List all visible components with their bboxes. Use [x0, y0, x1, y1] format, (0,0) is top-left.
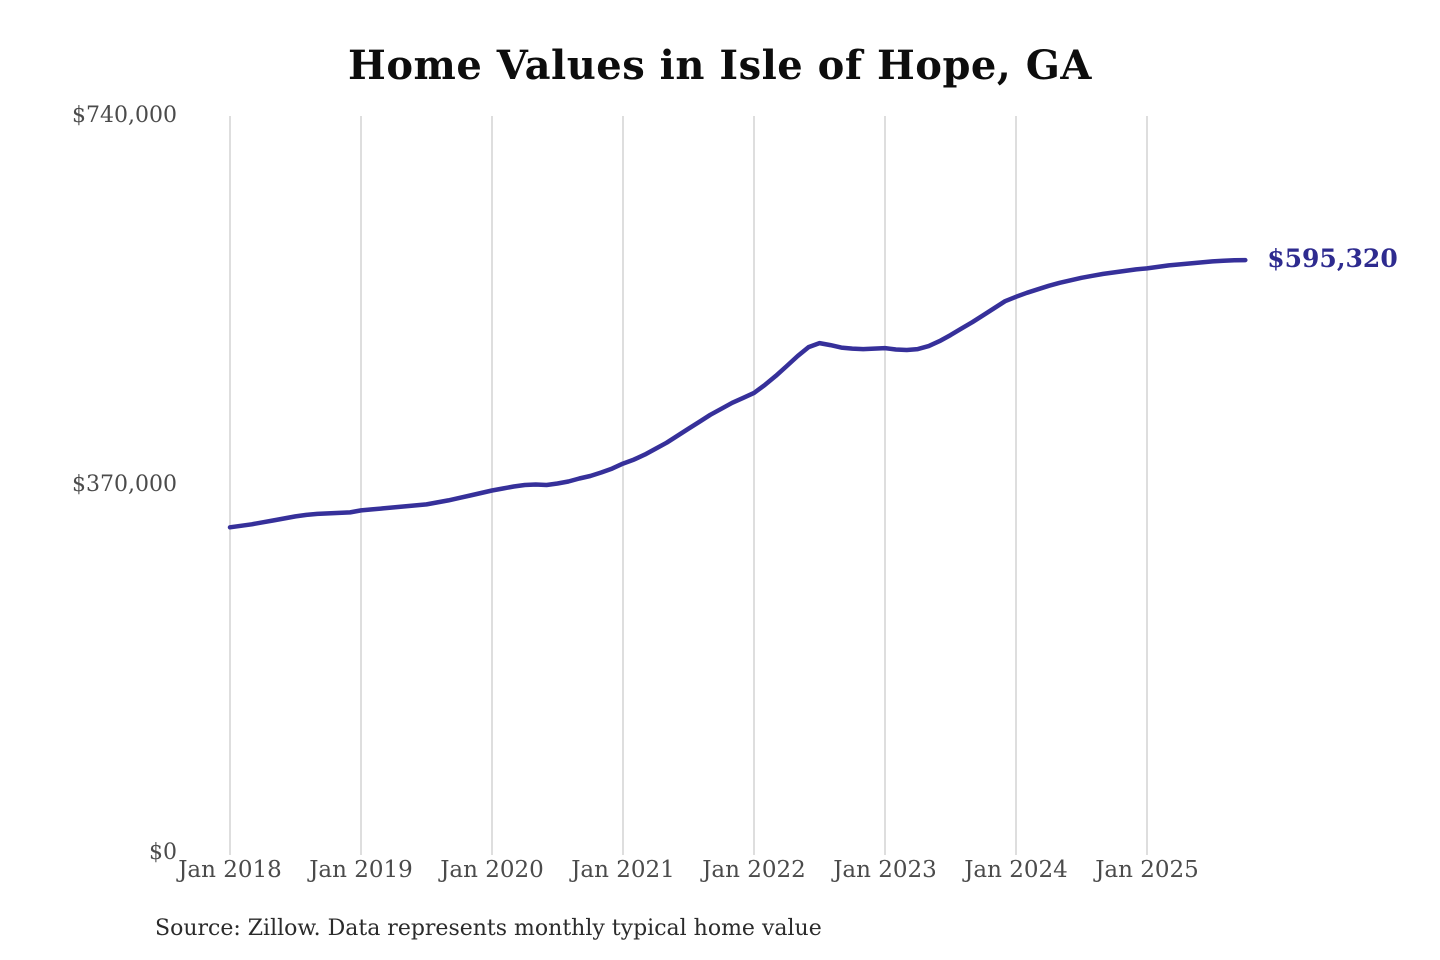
x-tick-jan-2023: Jan 2023 [833, 857, 937, 883]
x-tick-jan-2019: Jan 2019 [309, 857, 413, 883]
y-tick-0: $0 [149, 840, 177, 865]
source-note: Source: Zillow. Data represents monthly … [155, 916, 822, 941]
chart-title: Home Values in Isle of Hope, GA [348, 42, 1092, 89]
y-tick-740000: $740,000 [72, 103, 177, 128]
x-tick-jan-2021: Jan 2021 [571, 857, 675, 883]
y-tick-370000: $370,000 [72, 471, 177, 497]
x-tick-jan-2025: Jan 2025 [1095, 857, 1199, 883]
latest-value-label: $595,320 [1267, 244, 1398, 274]
x-tick-jan-2024: Jan 2024 [964, 857, 1068, 883]
x-tick-jan-2018: Jan 2018 [178, 857, 282, 883]
x-tick-jan-2020: Jan 2020 [440, 857, 544, 883]
home-value-line [227, 257, 1248, 530]
x-tick-jan-2022: Jan 2022 [702, 857, 806, 883]
